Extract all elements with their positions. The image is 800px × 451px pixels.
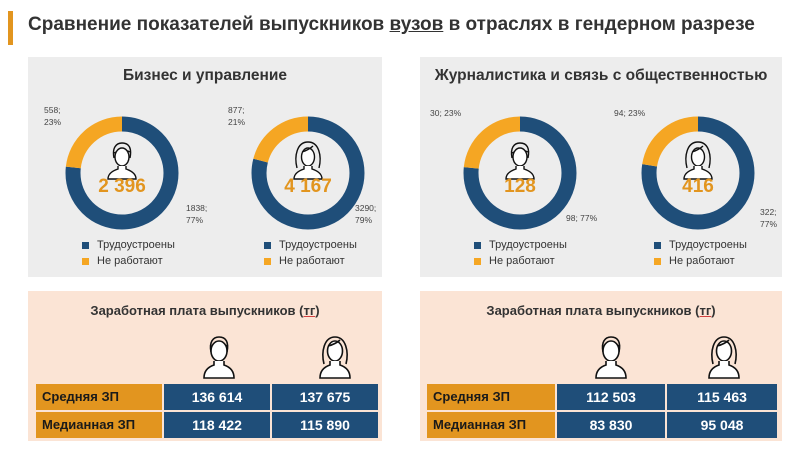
slice-label-not-working: 877; 21% [228,105,246,127]
legend-journalism-male: Трудоустроены Не работают [474,237,567,269]
table-row-median: Медианная ЗП 83 830 95 048 [427,412,777,438]
legend-swatch-employed [82,241,89,249]
female-person-icon [293,141,323,180]
slice-label-not-working: 94; 23% [614,108,646,118]
slice-label-employed: 3290; 79% [355,203,377,225]
legend-label-not-working: Не работают [97,255,163,267]
donut-business-male: 2 396 [62,113,182,233]
legend-label-employed: Трудоустроены [669,239,747,251]
donut-svg [65,116,179,230]
legend-swatch-not-working [654,257,661,265]
slice-not-working [65,116,179,230]
legend-label-employed: Трудоустроены [489,239,567,251]
legend-label-employed: Трудоустроены [279,239,357,251]
legend-swatch-not-working [264,257,271,265]
legend-swatch-not-working [82,257,89,265]
row-label: Средняя ЗП [36,384,162,410]
female-person-icon [683,141,713,180]
slice-not-working [463,116,577,230]
male-person-icon [107,142,137,180]
row-label: Медианная ЗП [427,412,555,438]
title-accent-bar [8,11,13,45]
male-person-icon [203,336,235,379]
table-row-average: Средняя ЗП 112 503 115 463 [427,384,777,410]
slice-not-working [641,116,755,230]
male-person-icon [505,142,535,180]
female-person-icon [319,336,351,379]
cell-male: 112 503 [557,384,665,410]
legend-swatch-employed [264,241,271,249]
female-person-icon [708,336,740,379]
cell-female: 137 675 [272,384,378,410]
salary-title: Заработная плата выпускников (тг) [486,303,716,318]
donut-journalism-female: 416 [638,113,758,233]
row-label: Средняя ЗП [427,384,555,410]
donut-svg [463,116,577,230]
cell-male: 83 830 [557,412,665,438]
table-row-median: Медианная ЗП 118 422 115 890 [36,412,378,438]
cell-female: 95 048 [667,412,777,438]
table-row-average: Средняя ЗП 136 614 137 675 [36,384,378,410]
slice-label-not-working: 30; 23% [430,108,462,118]
legend-swatch-employed [474,241,481,249]
cell-male: 136 614 [164,384,270,410]
legend-label-not-working: Не работают [279,255,345,267]
page-title: Сравнение показателей выпускников вузов … [28,14,755,35]
slice-not-working [251,116,365,230]
legend-label-employed: Трудоустроены [97,239,175,251]
male-person-icon [595,336,627,379]
legend-label-not-working: Не работают [489,255,555,267]
legend-label-not-working: Не работают [669,255,735,267]
panel-business: Бизнес и управление [28,57,382,277]
donut-svg [641,116,755,230]
donut-total: 2 396 [98,176,146,197]
donut-total: 4 167 [284,176,332,197]
slice-label-employed: 322; 77% [760,207,778,229]
panel-title-business: Бизнес и управление [122,67,288,84]
legend-swatch-not-working [474,257,481,265]
slice-label-not-working: 558; 23% [44,105,62,127]
slice-label-employed: 98; 77% [566,213,598,223]
donut-total: 416 [682,176,714,197]
legend-business-male: Трудоустроены Не работают [82,237,175,269]
donut-total: 128 [504,176,536,197]
panel-journalism: Журналистика и связь с общественностью [420,57,782,277]
row-label: Медианная ЗП [36,412,162,438]
legend-swatch-employed [654,241,661,249]
donut-journalism-male: 128 [460,113,580,233]
salary-title: Заработная плата выпускников (тг) [90,303,320,318]
cell-female: 115 463 [667,384,777,410]
cell-female: 115 890 [272,412,378,438]
donut-svg [251,116,365,230]
panel-title-journalism: Журналистика и связь с общественностью [434,67,768,84]
donut-business-female: 4 167 [248,113,368,233]
cell-male: 118 422 [164,412,270,438]
slice-label-employed: 1838; 77% [186,203,208,225]
legend-journalism-female: Трудоустроены Не работают [654,237,747,269]
legend-business-female: Трудоустроены Не работают [264,237,357,269]
